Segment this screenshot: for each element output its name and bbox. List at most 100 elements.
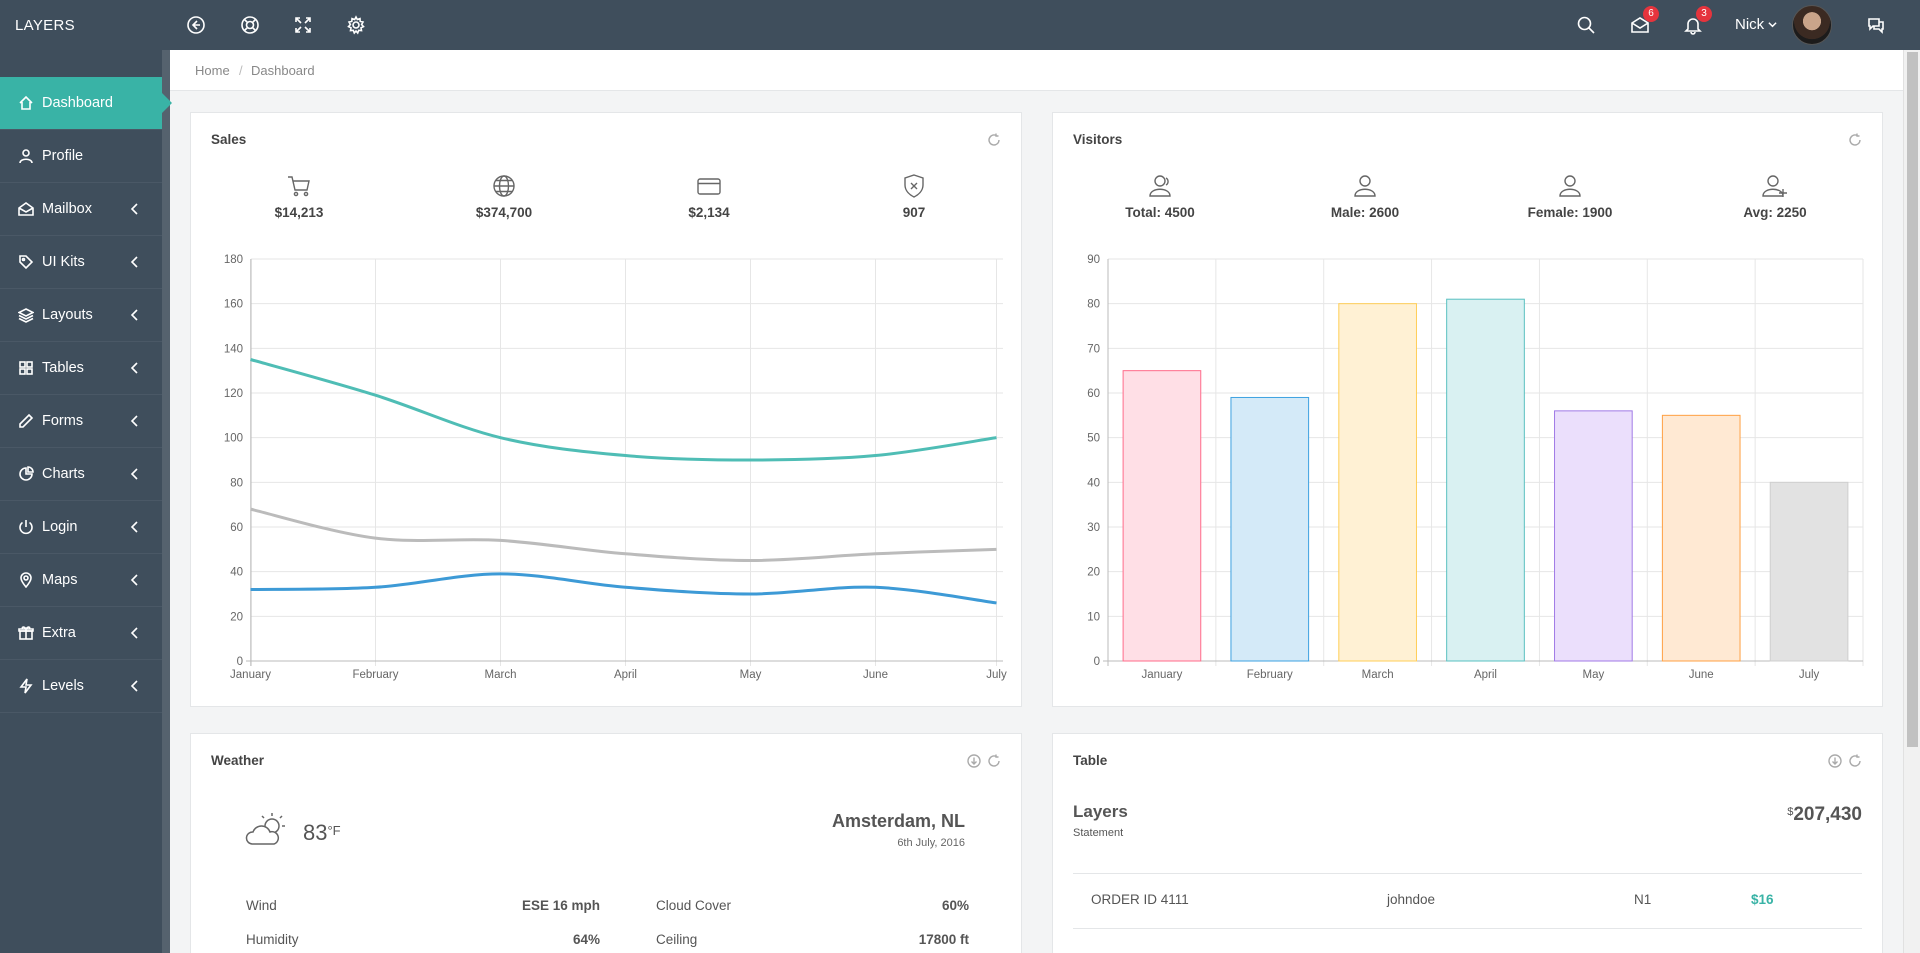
x-tick-label: January: [1141, 669, 1182, 681]
statement-title: Layers: [1073, 802, 1128, 821]
temp-unit: °F: [327, 823, 341, 838]
divider: [1073, 928, 1862, 929]
bar-january: [1122, 370, 1202, 662]
sidebar-item-label: Dashboard: [42, 95, 113, 111]
sidebar-item-profile[interactable]: Profile: [0, 130, 162, 183]
scrollbar-thumb[interactable]: [1907, 52, 1918, 747]
sidebar-item-dashboard[interactable]: Dashboard: [0, 77, 172, 130]
y-tick-label: 40: [230, 567, 243, 579]
y-tick-label: 10: [1087, 611, 1100, 623]
sidebar-item-forms[interactable]: Forms: [0, 395, 162, 448]
sidebar-item-layouts[interactable]: Layouts: [0, 289, 162, 342]
weather-city: Amsterdam, NL: [831, 811, 965, 831]
y-tick-label: 40: [1087, 477, 1100, 489]
sidebar-item-extra[interactable]: Extra: [0, 607, 162, 660]
visitors-stat-male: Male: 2600: [1305, 173, 1425, 220]
user-name: Nick: [1735, 16, 1765, 33]
fullscreen-icon[interactable]: [289, 11, 317, 39]
sidebar-item-label: Tables: [42, 360, 84, 376]
temp-value: 83: [303, 820, 328, 845]
avatar[interactable]: [1792, 5, 1832, 45]
table-cell-order[interactable]: ORDER ID 4111: [1091, 892, 1189, 907]
series-line-2: [250, 507, 997, 563]
download-icon[interactable]: [967, 754, 981, 768]
refresh-icon[interactable]: [1848, 754, 1862, 768]
bell-icon[interactable]: 3: [1679, 6, 1712, 39]
sidebar-item-label: Login: [42, 519, 78, 535]
stat-value: Female: 1900: [1527, 205, 1613, 220]
refresh-icon[interactable]: [987, 754, 1001, 768]
gear-icon[interactable]: [342, 11, 370, 39]
refresh-icon[interactable]: [1848, 133, 1862, 147]
sidebar-item-ui-kits[interactable]: UI Kits: [0, 236, 162, 289]
sidebar-scrollbar[interactable]: [162, 50, 170, 953]
globe-icon: [493, 175, 515, 197]
tag-icon: [19, 255, 34, 270]
sidebar-item-charts[interactable]: Charts: [0, 448, 162, 501]
pie-icon: [19, 466, 34, 481]
panel-title: Table: [1073, 753, 1108, 768]
sidebar-item-login[interactable]: Login: [0, 501, 162, 554]
table-panel: Table Layers Statement $207,430 ORDER ID…: [1052, 733, 1883, 953]
visitors-panel: Visitors Total: 4500 Male: 2600 Female: …: [1052, 112, 1883, 707]
user-menu[interactable]: Nick: [1735, 16, 1777, 33]
x-tick-label: July: [986, 669, 1007, 681]
sidebar-item-label: Levels: [42, 678, 84, 694]
weather-value: ESE 16 mph: [521, 898, 600, 913]
user-icon: [19, 149, 33, 164]
sidebar-item-levels[interactable]: Levels: [0, 660, 162, 713]
lifebuoy-icon[interactable]: [236, 11, 264, 39]
chevron-left-icon: [130, 627, 138, 639]
chevron-left-icon: [130, 680, 138, 692]
currency-symbol: $: [1787, 806, 1794, 818]
refresh-icon[interactable]: [987, 133, 1001, 147]
sidebar-item-label: Extra: [42, 625, 76, 641]
credit-card-icon: [697, 178, 721, 195]
envelope-icon: [18, 202, 34, 216]
search-icon[interactable]: [1572, 11, 1600, 39]
brand-logo[interactable]: LAYERS: [15, 17, 75, 34]
top-bar: LAYERS 6 3 Nick: [0, 0, 1920, 50]
x-tick-label: March: [1362, 669, 1394, 681]
y-tick-label: 140: [224, 343, 243, 355]
download-icon[interactable]: [1828, 754, 1842, 768]
layers-icon: [18, 308, 34, 323]
y-tick-label: 180: [224, 254, 243, 266]
bar-june: [1661, 414, 1741, 662]
x-tick-label: January: [230, 669, 271, 681]
statement-subtitle: Statement: [1073, 827, 1124, 839]
y-tick-label: 20: [230, 611, 243, 623]
sidebar-item-label: UI Kits: [42, 254, 85, 270]
bar-may: [1554, 410, 1633, 662]
weather-label: Wind: [246, 898, 277, 913]
divider: [1073, 873, 1862, 874]
visitors-stat-avg: Avg: 2250: [1715, 173, 1835, 220]
shield-x-icon: [904, 174, 924, 198]
cart-icon: [288, 176, 310, 197]
sidebar-item-label: Maps: [42, 572, 78, 588]
back-arrow-icon[interactable]: [182, 11, 210, 39]
page-scrollbar[interactable]: [1903, 50, 1920, 953]
stat-value: $2,134: [688, 205, 730, 220]
y-tick-label: 0: [1094, 656, 1100, 668]
y-tick-label: 90: [1087, 254, 1100, 266]
sidebar-item-maps[interactable]: Maps: [0, 554, 162, 607]
visitors-stat-female: Female: 1900: [1510, 173, 1630, 220]
messages-icon[interactable]: 6: [1626, 6, 1659, 39]
bolt-icon: [19, 678, 33, 694]
sidebar-item-label: Forms: [42, 413, 84, 429]
chevron-left-icon: [130, 203, 138, 215]
sales-panel: Sales $14,213 $374,700 $2,134 907 0 20 40 6…: [190, 112, 1022, 707]
stat-value: $14,213: [274, 205, 324, 220]
panel-title: Weather: [211, 753, 265, 768]
breadcrumb-home[interactable]: Home: [195, 63, 230, 78]
sales-stat-orders: $14,213: [239, 173, 359, 220]
y-tick-label: 0: [237, 656, 243, 668]
sales-line-chart: 0 20 40 60 80 100 120 140 160 180 January February M…: [224, 254, 1007, 681]
chat-icon[interactable]: [1862, 11, 1890, 39]
y-tick-label: 160: [224, 299, 243, 311]
weather-label: Ceiling: [656, 932, 698, 947]
sidebar-item-mailbox[interactable]: Mailbox: [0, 183, 162, 236]
sidebar-item-tables[interactable]: Tables: [0, 342, 162, 395]
x-tick-label: April: [614, 669, 637, 681]
